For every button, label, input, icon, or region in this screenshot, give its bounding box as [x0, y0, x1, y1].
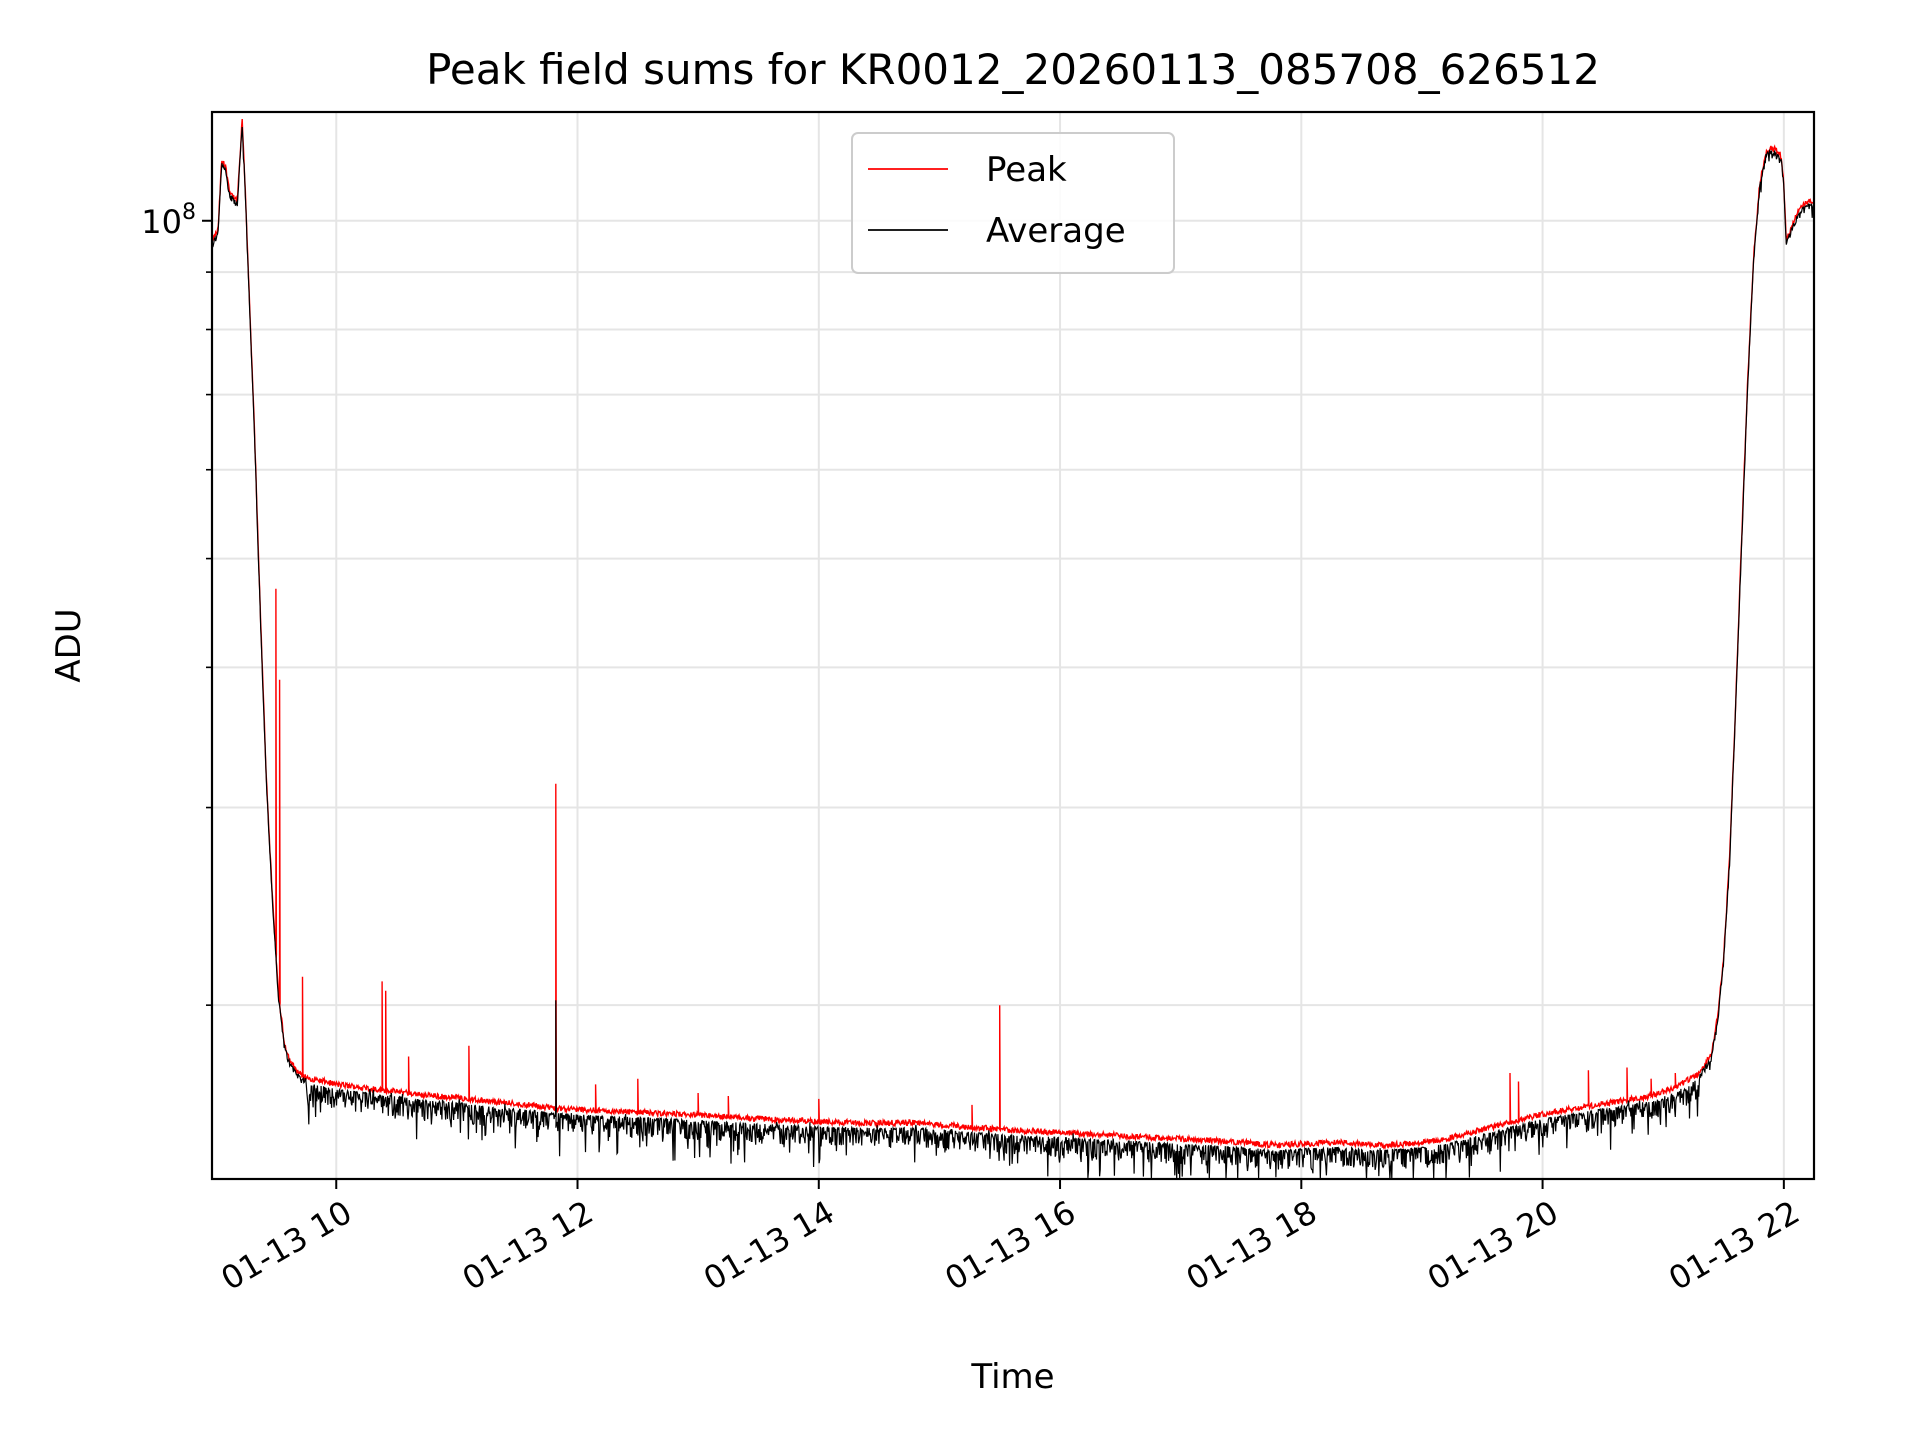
- y-axis-label: ADU: [49, 608, 89, 682]
- plot-area: [212, 118, 1814, 1179]
- legend-box: [851, 132, 1175, 274]
- legend-label-average: Average: [986, 211, 1126, 251]
- x-axis-label: Time: [970, 1357, 1054, 1397]
- legend: Peak Average: [851, 132, 1175, 274]
- legend-label-peak: Peak: [986, 150, 1067, 190]
- chart-title: Peak field sums for KR0012_20260113_0857…: [426, 45, 1600, 94]
- axes-frame: [210, 110, 1816, 1181]
- series-line-average: [212, 126, 1814, 1179]
- y-tick-label: 108: [141, 200, 196, 241]
- series-line-peak: [212, 118, 1814, 1151]
